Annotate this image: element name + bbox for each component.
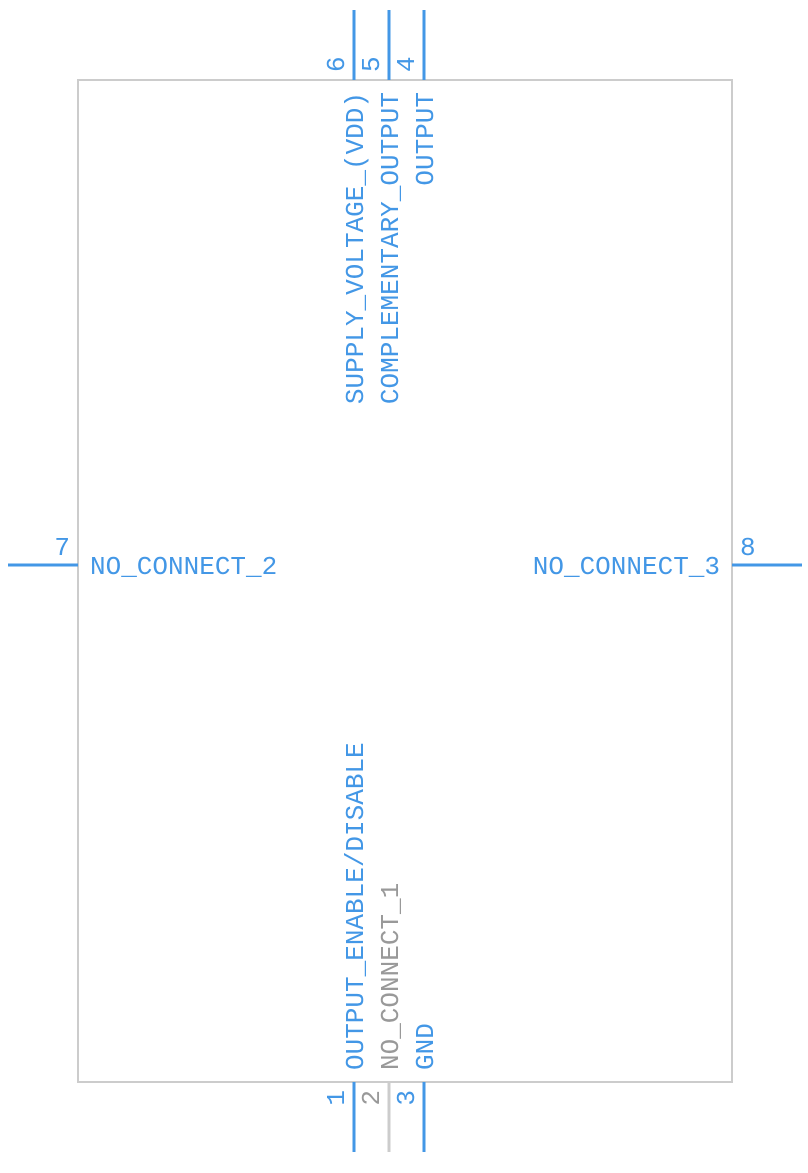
pin-7: 7 NO_CONNECT_2 [8,533,277,582]
pin-number: 2 [357,1090,387,1106]
pin-number: 7 [54,533,70,563]
pin-label: GND [411,1023,441,1070]
pin-label: SUPPLY_VOLTAGE_(VDD) [341,92,371,404]
component-schematic: 7 NO_CONNECT_2 8 NO_CONNECT_3 6 SUPPLY_VOLTAG… [0,0,808,1168]
pin-label: NO_CONNECT_1 [376,883,406,1070]
pin-label: COMPLEMENTARY_OUTPUT [376,92,406,404]
pin-label: NO_CONNECT_2 [90,552,277,582]
pin-number: 8 [740,533,756,563]
pins: 7 NO_CONNECT_2 8 NO_CONNECT_3 6 SUPPLY_VOLTAG… [8,10,802,1152]
pin-number: 5 [357,56,387,72]
pin-number: 3 [392,1090,422,1106]
pin-label: OUTPUT [411,92,441,186]
pin-8: 8 NO_CONNECT_3 [533,533,802,582]
pin-number: 4 [392,56,422,72]
pin-label: NO_CONNECT_3 [533,552,720,582]
pin-number: 6 [322,56,352,72]
pin-number: 1 [322,1090,352,1106]
pin-label: OUTPUT_ENABLE/DISABLE [341,742,371,1070]
